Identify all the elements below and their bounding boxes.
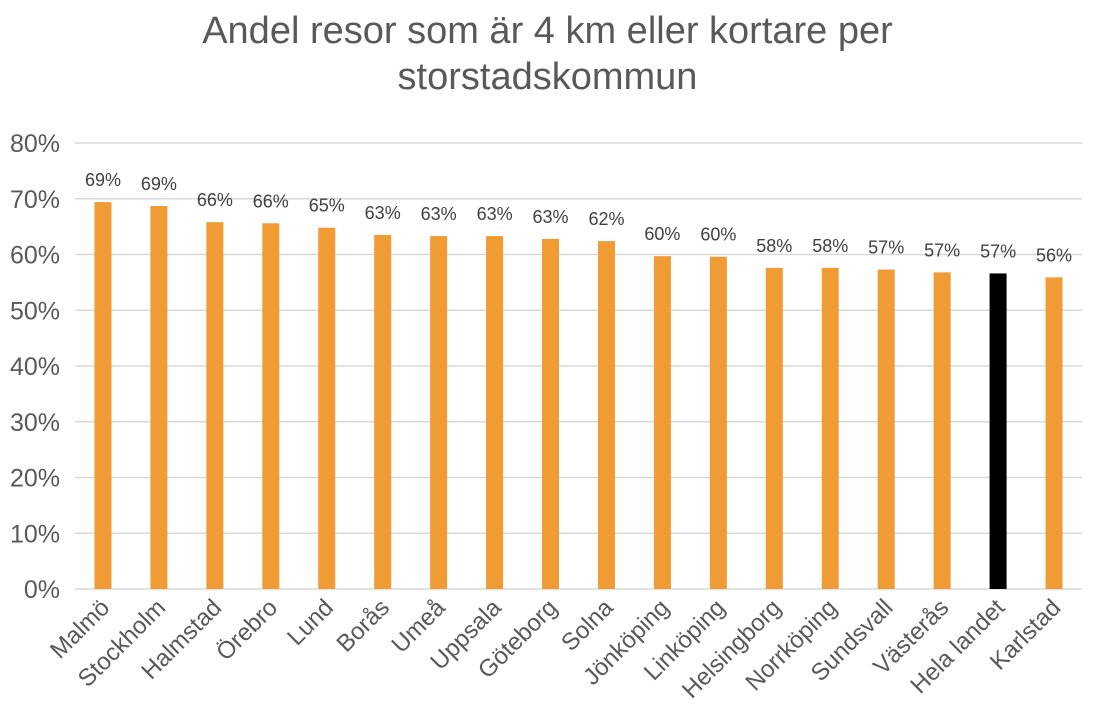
bar	[206, 222, 224, 590]
bar	[150, 205, 168, 589]
y-tick-label: 50%	[10, 297, 60, 325]
data-label: 56%	[1036, 245, 1072, 265]
data-label: 60%	[700, 225, 736, 245]
data-label: 63%	[477, 204, 513, 224]
bar	[94, 202, 112, 589]
data-label: 66%	[197, 190, 233, 210]
bar	[653, 256, 671, 589]
data-label: 63%	[365, 203, 401, 223]
data-label: 60%	[644, 224, 680, 244]
chart-title-line-2: storstadskommun	[397, 56, 698, 98]
bar	[765, 267, 783, 589]
bar	[877, 269, 895, 589]
chart-title: Andel resor som är 4 km eller kortare pe…	[0, 8, 1095, 100]
x-tick-label: Örebro	[211, 594, 283, 666]
data-label: 57%	[924, 240, 960, 260]
data-label: 66%	[253, 191, 289, 211]
data-label: 65%	[309, 196, 345, 216]
y-tick-label: 70%	[10, 186, 60, 214]
data-label: 57%	[980, 241, 1016, 261]
bar	[318, 227, 336, 590]
chart-title-line-1: Andel resor som är 4 km eller kortare pe…	[202, 10, 893, 52]
data-label: 58%	[812, 236, 848, 256]
y-tick-label: 10%	[10, 520, 60, 548]
bar	[262, 223, 280, 589]
bar	[486, 236, 504, 590]
y-tick-label: 60%	[10, 242, 60, 270]
data-label: 62%	[588, 209, 624, 229]
data-label: 69%	[85, 170, 121, 190]
x-tick-label: Lund	[282, 594, 339, 651]
y-tick-label: 40%	[10, 353, 60, 381]
y-tick-label: 20%	[10, 465, 60, 493]
y-tick-label: 30%	[10, 409, 60, 437]
bar	[542, 238, 560, 589]
data-label: 69%	[141, 174, 177, 194]
bar	[709, 256, 727, 589]
bar	[597, 241, 615, 589]
bar	[374, 234, 392, 590]
data-label: 57%	[868, 238, 904, 258]
y-tick-label: 0%	[24, 576, 60, 604]
bar	[821, 267, 839, 589]
x-tick-label: Borås	[332, 594, 395, 657]
bar	[989, 273, 1007, 589]
data-label: 63%	[533, 207, 569, 227]
bar	[933, 272, 951, 589]
data-label: 58%	[756, 236, 792, 256]
data-label: 63%	[421, 204, 457, 224]
y-tick-label: 80%	[10, 130, 60, 158]
bar	[430, 236, 448, 590]
bar	[1045, 277, 1063, 589]
